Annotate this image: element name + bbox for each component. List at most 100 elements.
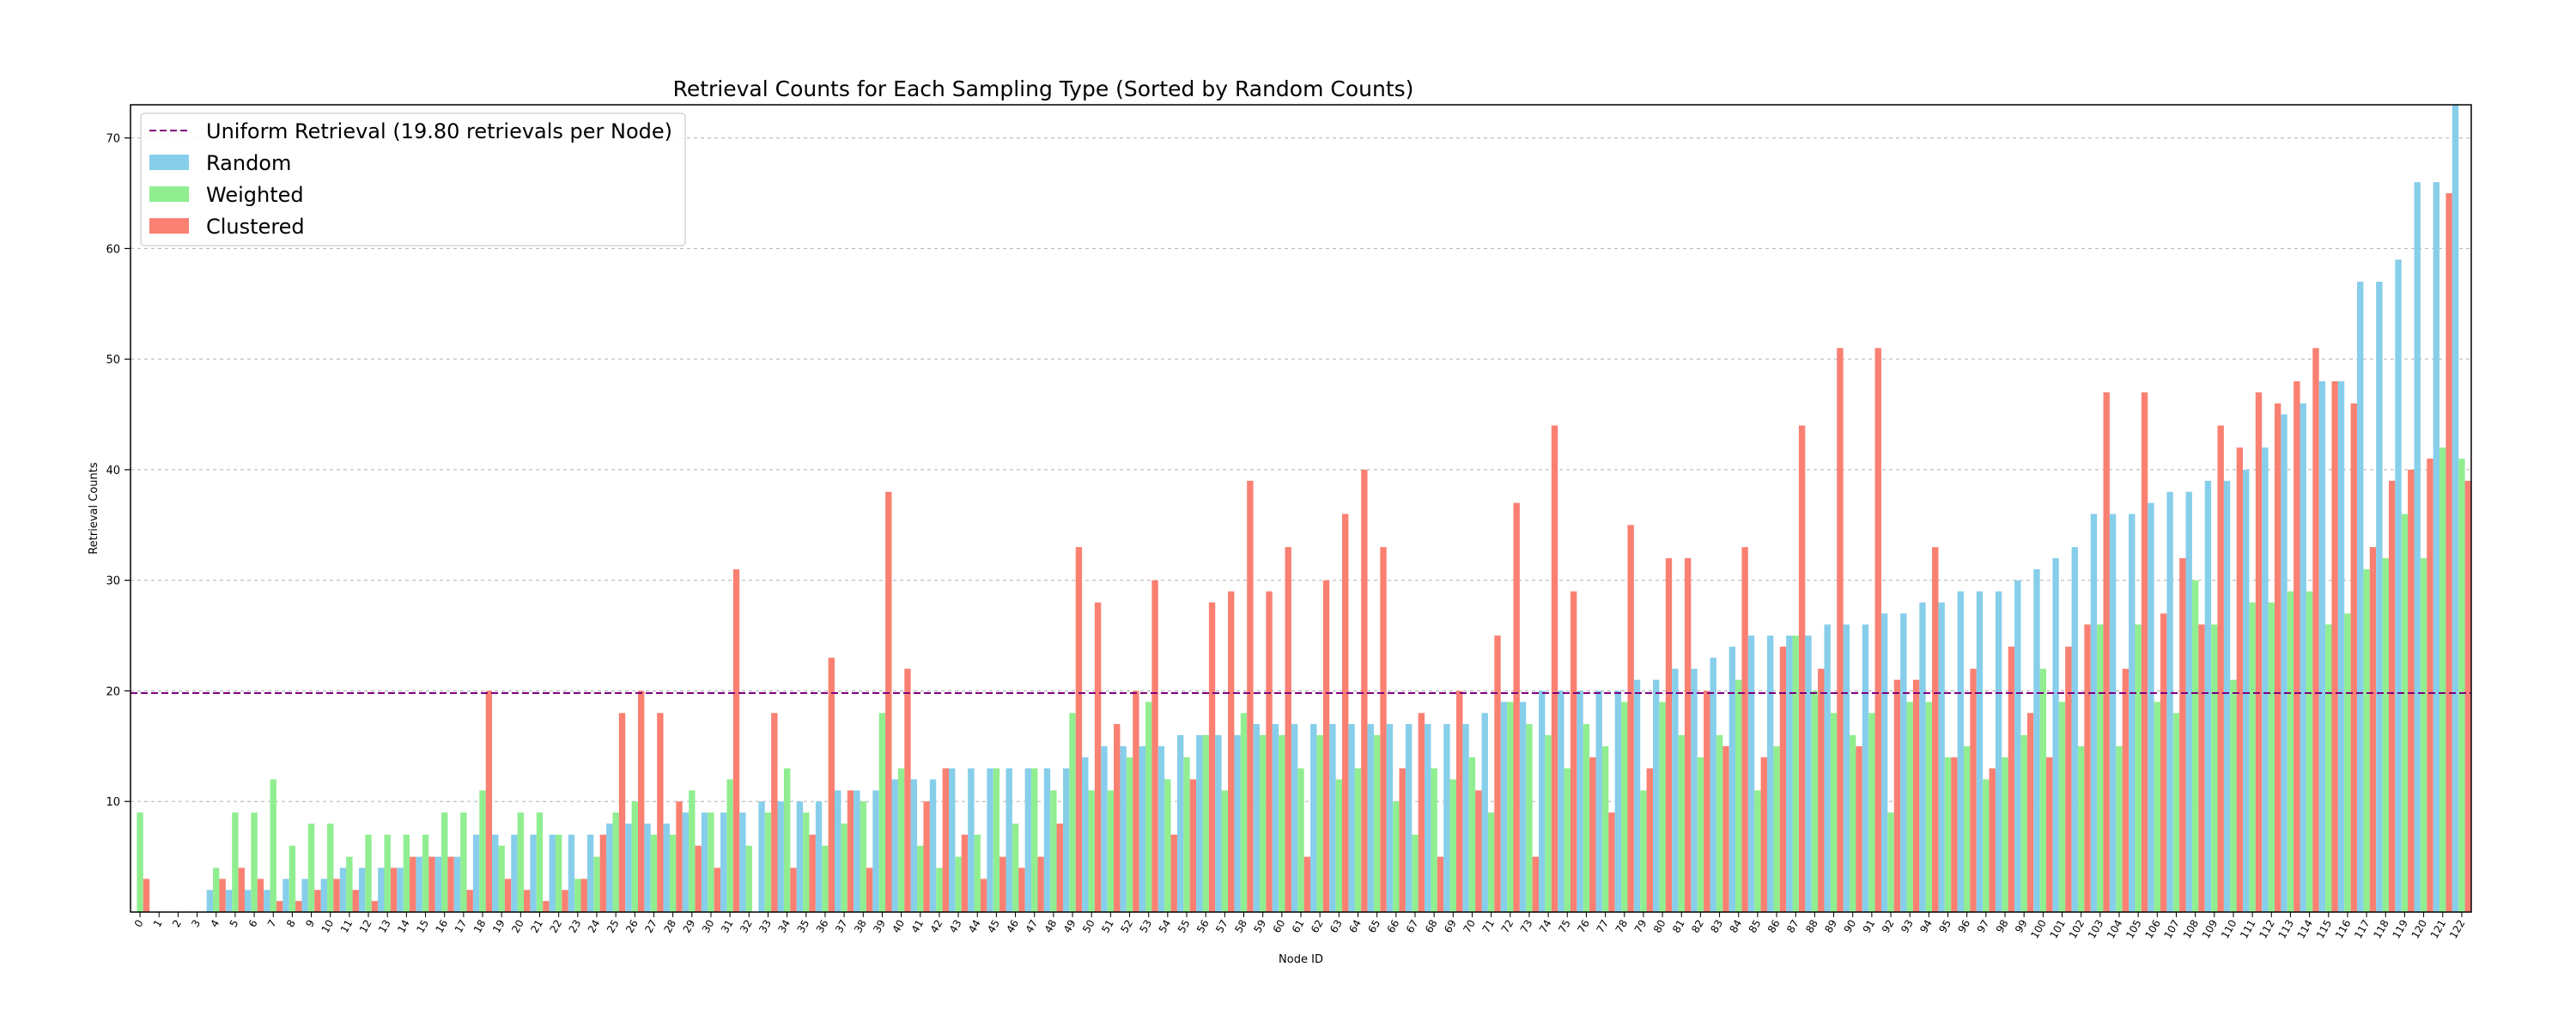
bar-random-98 [1995,591,2002,912]
x-tick-label: 28 [661,918,678,935]
x-tick-label: 33 [756,918,774,935]
bar-weighted-106 [2154,702,2161,912]
bar-weighted-19 [498,845,505,912]
bar-clustered-24 [599,834,607,912]
bar-clustered-63 [1342,514,1349,912]
legend-label-clustered: Clustered [206,215,305,239]
x-tick-label: 92 [1880,918,1897,935]
bar-weighted-45 [993,768,1000,912]
bar-clustered-120 [2427,459,2433,912]
bar-clustered-105 [2141,392,2148,912]
x-tick-label: 94 [1917,918,1935,935]
bar-clustered-117 [2369,547,2377,912]
bar-weighted-21 [536,812,544,912]
bar-clustered-97 [1989,768,1996,912]
x-tick-label: 64 [1346,918,1364,935]
x-tick-label: 47 [1024,918,1041,935]
bar-weighted-72 [1507,702,1514,912]
bar-clustered-68 [1437,856,1444,912]
bar-weighted-30 [708,812,714,912]
bar-random-95 [1938,602,1945,912]
bar-clustered-65 [1380,547,1387,912]
bar-weighted-37 [841,823,848,912]
chart-title: Retrieval Counts for Each Sampling Type … [673,76,1414,101]
x-tick-label: 80 [1651,918,1668,935]
bar-weighted-65 [1373,734,1381,912]
legend-box [140,113,686,246]
x-tick-label: 20 [509,918,526,935]
bar-random-122 [2451,105,2459,912]
bar-random-53 [1139,745,1146,912]
y-axis: 10 20 30 40 50 60 70 [106,133,131,809]
bar-random-76 [1577,690,1583,912]
bar-weighted-122 [2458,459,2465,912]
x-tick-label: 115 [2314,918,2335,941]
bar-random-109 [2204,480,2212,912]
x-tick-label: 40 [890,918,907,935]
bar-random-11 [339,867,347,912]
y-tick-label: 40 [106,465,120,477]
legend-swatch-clustered [149,218,189,234]
bar-clustered-36 [828,657,835,912]
bar-clustered-82 [1704,690,1710,912]
bar-random-97 [1976,591,1984,912]
bar-clustered-121 [2445,193,2452,913]
bar-weighted-0 [137,812,143,912]
x-tick-label: 48 [1042,918,1060,935]
bar-clustered-93 [1912,679,1920,912]
x-tick-label: 41 [909,918,927,935]
bar-clustered-110 [2236,447,2244,912]
bar-weighted-76 [1583,724,1590,912]
x-tick-label: 22 [547,918,564,935]
x-tick-label: 7 [265,918,279,930]
bar-clustered-72 [1513,502,1520,912]
bar-random-121 [2433,182,2440,913]
x-tick-label: 73 [1518,918,1535,935]
bar-random-48 [1043,768,1051,912]
bar-random-55 [1176,734,1184,912]
bar-clustered-31 [732,569,740,912]
bar-random-65 [1367,724,1374,912]
bar-random-37 [835,790,841,912]
bar-random-77 [1595,690,1602,912]
bar-random-51 [1101,745,1108,912]
bar-random-84 [1728,646,1736,912]
bar-random-16 [434,856,441,912]
x-tick-label: 51 [1099,918,1116,935]
x-tick-label: 101 [2048,918,2069,941]
bar-clustered-8 [295,901,302,912]
x-tick-label: 46 [1004,918,1021,935]
x-tick-label: 105 [2123,918,2144,941]
x-tick-label: 76 [1575,918,1592,935]
x-tick-label: 121 [2428,918,2449,941]
bar-weighted-48 [1050,790,1057,912]
bar-clustered-70 [1475,790,1482,912]
bar-random-85 [1747,636,1755,912]
bar-random-89 [1824,624,1831,912]
bar-clustered-9 [314,890,321,912]
bar-weighted-91 [1868,713,1875,912]
bar-clustered-118 [2388,480,2396,912]
bar-weighted-89 [1830,713,1838,912]
bar-random-116 [2337,380,2345,912]
y-tick-label: 30 [106,575,120,588]
x-tick-label: 62 [1309,918,1326,935]
x-tick-label: 35 [795,918,812,935]
x-tick-label: 119 [2390,918,2410,941]
bar-weighted-25 [612,812,619,912]
x-tick-label: 16 [434,918,451,935]
bar-clustered-37 [847,790,854,912]
bar-clustered-12 [371,901,379,912]
bar-weighted-33 [764,812,772,912]
bar-weighted-71 [1487,812,1495,912]
x-tick-label: 10 [319,918,337,935]
bar-random-112 [2262,447,2269,912]
bar-random-93 [1900,613,1907,912]
bar-random-71 [1481,713,1488,912]
bar-random-52 [1120,745,1127,912]
bar-clustered-27 [657,713,664,912]
bar-clustered-39 [885,491,892,912]
bar-clustered-66 [1399,768,1406,912]
bar-random-13 [378,867,385,912]
bar-weighted-69 [1449,779,1456,912]
